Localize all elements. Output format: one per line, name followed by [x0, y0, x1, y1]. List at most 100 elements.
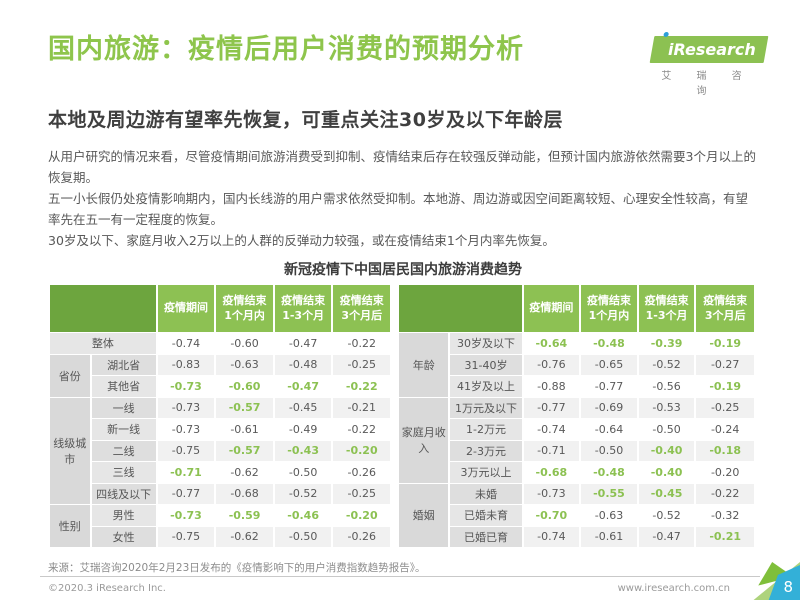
value-cell: -0.83 [155, 353, 217, 376]
source-note: 来源：艾瑞咨询2020年2月23日发布的《疫情影响下的用户消费指数趋势报告》。 [48, 562, 426, 574]
value-cell: -0.62 [214, 461, 275, 484]
page-title: 国内旅游：疫情后用户消费的预期分析 [48, 34, 524, 65]
value-cell: -0.60 [214, 375, 275, 398]
consumption-trend-tables: 疫情期间 疫情结束 1个月内 疫情结束 1-3个月 疫情结束 3个月后 整体 -0.74-… [48, 284, 756, 548]
value-cell: -0.71 [521, 439, 582, 462]
table-row: 已婚已育 -0.74 -0.61 -0.47 -0.21 [398, 525, 756, 548]
table-corner-cell [48, 284, 158, 333]
value-cell: -0.55 [579, 482, 639, 505]
value-cell: -0.63 [579, 504, 639, 527]
iresearch-logo: iResearch 艾 瑞 咨 询 [649, 32, 769, 97]
slide-header: 国内旅游：疫情后用户消费的预期分析 iResearch 艾 瑞 咨 询 [48, 32, 769, 97]
table-left: 疫情期间 疫情结束 1个月内 疫情结束 1-3个月 疫情结束 3个月后 整体 -0.74-… [48, 284, 393, 548]
value-cell: -0.75 [155, 439, 217, 462]
value-cell: -0.50 [272, 461, 334, 484]
value-cell: -0.26 [331, 461, 393, 484]
paragraph: 五一小长假仍处疫情影响期内，国内长线游的用户需求依然受抑制。本地游、周边游或因空… [48, 191, 749, 227]
value-cell: -0.20 [331, 439, 393, 462]
value-cell: -0.52 [636, 353, 697, 376]
value-cell: -0.70 [521, 504, 582, 527]
value-cell: -0.22 [694, 482, 756, 505]
value-cell: -0.56 [636, 375, 697, 398]
table-row: 1-2万元 -0.74 -0.64 -0.50 -0.24 [398, 418, 756, 441]
value-cell: -0.50 [272, 525, 334, 548]
column-header: 疫情结束 1个月内 [214, 284, 275, 333]
value-cell: -0.24 [694, 418, 756, 441]
value-cell: -0.76 [521, 353, 582, 376]
table-row: 省份 湖北省 -0.83 -0.63 -0.48 -0.25 [48, 353, 393, 398]
slide-subtitle: 本地及周边游有望率先恢复，可重点关注30岁及以下年龄层 [48, 109, 563, 131]
value-cell: -0.40 [636, 439, 697, 462]
table-row: 三线 -0.71 -0.62 -0.50 -0.26 [49, 461, 393, 484]
table-row: 新一线 -0.73 -0.61 -0.49 -0.22 [49, 418, 393, 441]
value-cell: -0.63 [214, 353, 275, 376]
value-cell: -0.19 [694, 375, 756, 398]
row-label: 整体 [48, 332, 158, 355]
value-cell: -0.69 [579, 396, 639, 419]
value-cell: -0.77 [521, 396, 582, 419]
row-label: 二线 [89, 439, 158, 462]
table-row: 性别 男性 -0.73 -0.59 -0.46 -0.20 [48, 504, 393, 548]
table-row: 二线 -0.75 -0.57 -0.43 -0.20 [49, 439, 393, 462]
footer-divider [40, 576, 760, 577]
value-cell: -0.73 [155, 396, 217, 419]
value-cell: -0.48 [579, 332, 639, 355]
category-label: 年龄 [397, 332, 451, 398]
value-cell: -0.52 [272, 482, 334, 505]
value-cell: -0.39 [636, 332, 697, 355]
value-cell: -0.21 [331, 396, 393, 419]
row-label: 41岁及以上 [448, 375, 524, 398]
value-cell: -0.77 [579, 375, 639, 398]
value-cell: -0.65 [579, 353, 639, 376]
row-label: 31-40岁 [448, 353, 524, 376]
table-row: 41岁及以上 -0.88 -0.77 -0.56 -0.19 [398, 375, 756, 398]
table-row: 家庭月收入 1万元及以下 -0.77 -0.69 -0.53 -0.25 [397, 396, 756, 484]
value-cell: -0.43 [272, 439, 334, 462]
row-label: 其他省 [89, 375, 158, 398]
row-label: 湖北省 [89, 353, 158, 376]
row-label: 1-2万元 [448, 418, 524, 441]
value-cell: -0.61 [579, 525, 639, 548]
value-cell: -0.59 [214, 504, 275, 527]
row-label: 已婚未育 [448, 504, 524, 527]
value-cell: -0.22 [331, 418, 393, 441]
value-cell: -0.61 [214, 418, 275, 441]
category-label: 家庭月收入 [397, 396, 451, 484]
page-number: 8 [783, 578, 793, 596]
row-label: 女性 [89, 525, 158, 548]
value-cell: -0.73 [155, 375, 217, 398]
value-cell: -0.88 [521, 375, 582, 398]
category-label: 性别 [48, 504, 92, 548]
column-header: 疫情期间 [155, 284, 217, 333]
table-row: 年龄 30岁及以下 -0.64 -0.48 -0.39 -0.19 [397, 332, 756, 398]
value-cell: -0.26 [331, 525, 393, 548]
logo-brand-cn: 艾 瑞 咨 询 [661, 71, 753, 97]
category-label: 线级城市 [48, 396, 92, 505]
iresearch-logo-mark: iResearch [649, 32, 769, 63]
row-label: 已婚已育 [448, 525, 524, 548]
value-cell: -0.73 [155, 418, 217, 441]
value-cell: -0.74 [521, 525, 582, 548]
value-cell: -0.48 [579, 461, 639, 484]
table-row: 31-40岁 -0.76 -0.65 -0.52 -0.27 [398, 353, 756, 376]
value-cell: -0.74 [521, 418, 582, 441]
table-row: 婚姻 未婚 -0.73 -0.55 -0.45 -0.22 [397, 482, 756, 548]
value-cell: -0.48 [272, 353, 334, 376]
value-cell: -0.22 [331, 375, 393, 398]
value-cell: -0.75 [155, 525, 217, 548]
table-row: 已婚未育 -0.70 -0.63 -0.52 -0.32 [398, 504, 756, 527]
corner-decoration: 8 [742, 562, 800, 600]
table-row: 其他省 -0.73 -0.60 -0.47 -0.22 [49, 375, 393, 398]
value-cell: -0.68 [214, 482, 275, 505]
value-cell: -0.74 [155, 332, 217, 355]
value-cell: -0.46 [272, 504, 334, 527]
value-cell: -0.71 [155, 461, 217, 484]
value-cell: -0.50 [636, 418, 697, 441]
category-label: 省份 [48, 353, 92, 398]
paragraph: 从用户研究的情况来看，尽管疫情期间旅游消费受到抑制、疫情结束后存在较强反弹动能，… [48, 149, 756, 185]
value-cell: -0.45 [636, 482, 697, 505]
body-paragraphs: 从用户研究的情况来看，尽管疫情期间旅游消费受到抑制、疫情结束后存在较强反弹动能，… [48, 146, 760, 251]
row-label: 30岁及以下 [448, 332, 524, 355]
row-label: 2-3万元 [448, 439, 524, 462]
